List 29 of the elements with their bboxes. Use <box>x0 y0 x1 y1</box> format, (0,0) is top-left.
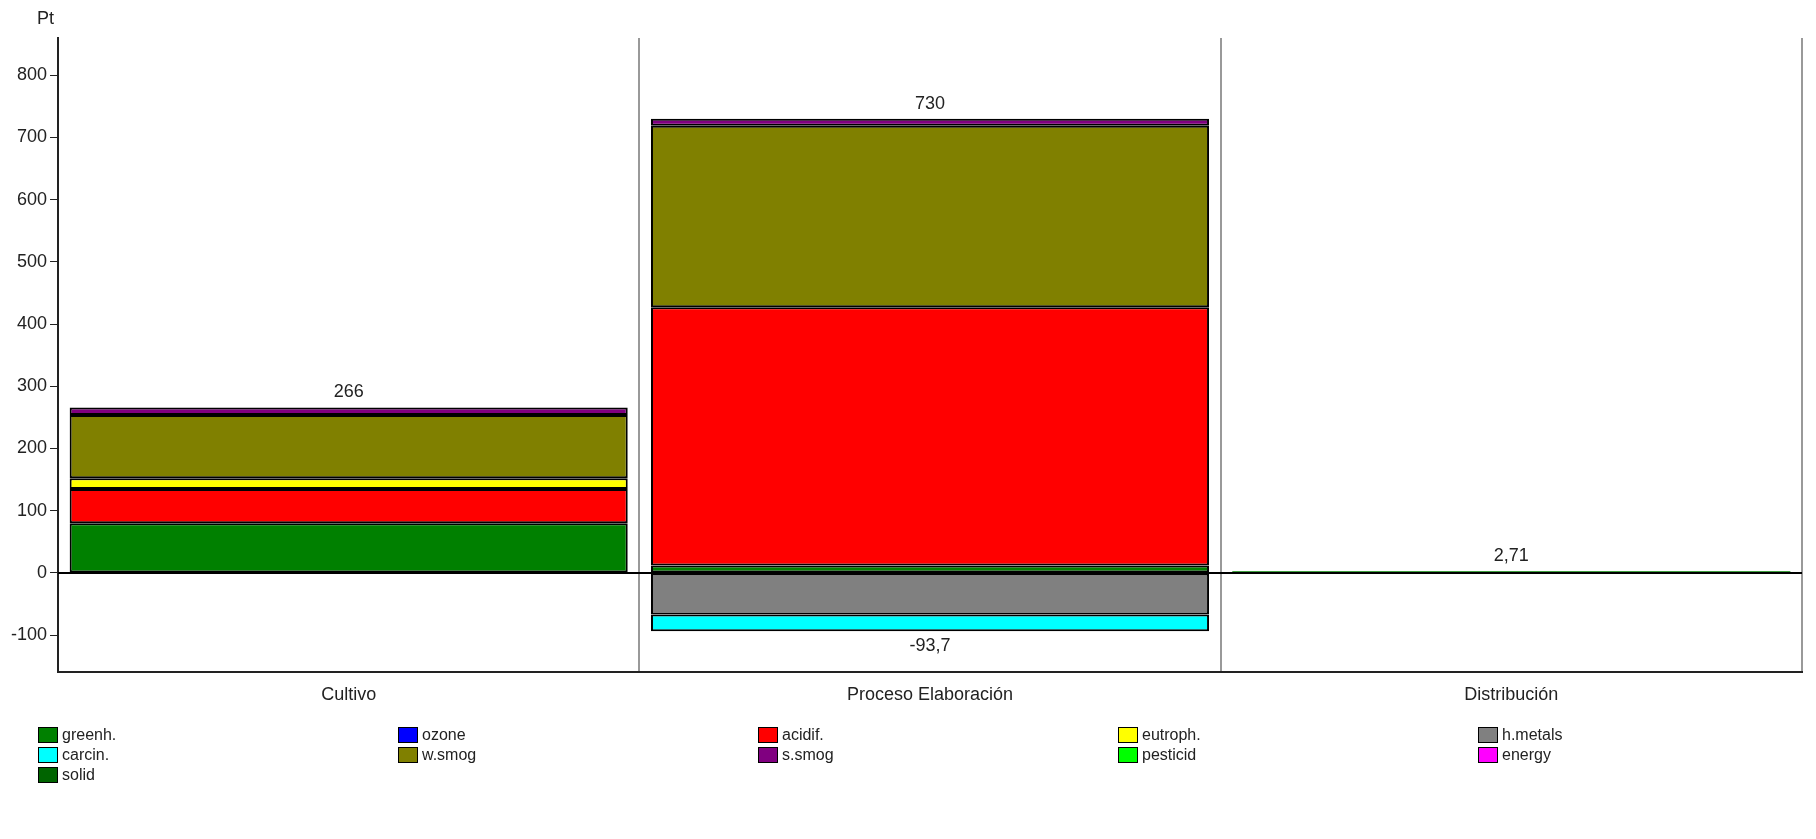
y-tick-label: 400 <box>16 313 48 334</box>
legend-label: acidif. <box>782 726 824 744</box>
y-tick-label: 800 <box>16 64 48 85</box>
y-axis-title: Pt <box>37 7 55 28</box>
annotation: 266 <box>333 381 364 402</box>
legend-label: pesticid <box>1142 746 1197 764</box>
y-tick-label: 200 <box>16 437 48 458</box>
annotation: -93,7 <box>909 635 951 656</box>
y-tick-label: 0 <box>37 561 48 582</box>
legend-label: solid <box>62 766 95 784</box>
x-tick-label: Distribución <box>1464 684 1559 705</box>
legend-label: eutroph. <box>1142 726 1201 744</box>
x-tick-label: Proceso Elaboración <box>846 684 1014 705</box>
legend-label: greenh. <box>62 726 117 744</box>
y-tick-label: 700 <box>16 126 48 147</box>
y-tick-label: 300 <box>16 375 48 396</box>
legend-label: carcin. <box>62 746 110 764</box>
annotation: 2,71 <box>1493 545 1529 566</box>
legend-label: s.smog <box>782 746 834 764</box>
legend-label: ozone <box>422 726 466 744</box>
y-tick-label: 500 <box>16 250 48 271</box>
y-tick-label: 600 <box>16 188 48 209</box>
y-tick-label: 100 <box>16 499 48 520</box>
legend-label: energy <box>1502 746 1551 764</box>
x-tick-label: Cultivo <box>321 684 377 705</box>
legend-label: h.metals <box>1502 726 1563 744</box>
y-tick-label: -100 <box>11 624 48 645</box>
annotation: 730 <box>914 92 946 113</box>
legend-label: w.smog <box>422 746 477 764</box>
